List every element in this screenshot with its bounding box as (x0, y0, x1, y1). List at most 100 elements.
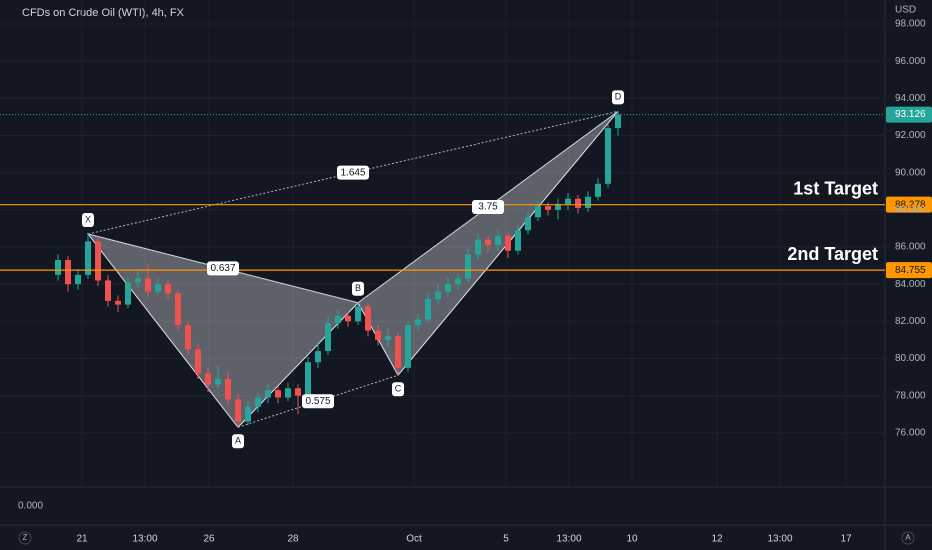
candle-body (235, 399, 241, 422)
x-tick-label: Oct (406, 534, 422, 545)
candle-body (595, 183, 601, 197)
candle-body (465, 254, 471, 279)
auto-scale-button[interactable]: A (905, 533, 911, 542)
candle-body (125, 282, 131, 305)
candle-body (425, 299, 431, 320)
candle-body (295, 388, 301, 396)
candle-body (435, 291, 441, 300)
x-tick-label: 21 (76, 534, 88, 545)
point-box (232, 434, 244, 449)
candle-body (365, 306, 371, 331)
candle-body (475, 239, 481, 255)
price-tag (886, 262, 932, 279)
x-tick-label: 13:00 (556, 534, 581, 545)
y-tick-label: 82.000 (895, 316, 926, 327)
candle-body (225, 378, 231, 400)
candle-body (85, 241, 91, 275)
point-label: B (355, 283, 361, 293)
y-tick-label: 90.000 (895, 167, 926, 178)
candle-body (145, 278, 151, 292)
point-label: D (615, 92, 622, 102)
candle-body (525, 217, 531, 231)
button-frame (901, 531, 915, 545)
ratio-line (87, 233, 359, 304)
target-name: 2nd Target (787, 244, 878, 264)
candle-body (55, 260, 61, 275)
candle-body (245, 406, 251, 422)
x-tick-label: 17 (840, 534, 852, 545)
point-box (352, 281, 364, 296)
candle-body (615, 114, 621, 129)
candle-body (505, 235, 511, 251)
y-tick-label: 94.000 (895, 93, 926, 104)
candle-body (335, 315, 341, 324)
candle-body (405, 325, 411, 368)
y-tick-label: 80.000 (895, 353, 926, 364)
point-box (392, 382, 404, 397)
candle-body (135, 278, 141, 283)
candle-body (355, 306, 361, 322)
candle-body (175, 293, 181, 326)
ratio-label: 1.645 (340, 167, 365, 178)
candle-body (375, 330, 381, 340)
candle-body (215, 378, 221, 385)
candle-body (385, 336, 391, 340)
candle-body (275, 390, 281, 398)
candle-body (395, 336, 401, 368)
candle-body (65, 260, 71, 285)
x-tick-label: 5 (503, 534, 509, 545)
overlay: 1st Target 88.278 2nd Target 84.755 93.126 1.… (0, 90, 932, 449)
candle-body (255, 397, 261, 407)
point-label: A (235, 436, 241, 446)
y-tick-label: 92.000 (895, 130, 926, 141)
x-tick-label: 28 (287, 534, 299, 545)
ratio-label: 3.75 (478, 202, 498, 213)
price-tag (886, 196, 932, 213)
candle-body (345, 315, 351, 322)
candle-body (185, 325, 191, 350)
currency: USD (895, 5, 916, 16)
chart-title: CFDs on Crude Oil (WTI), 4h, FX (22, 7, 185, 19)
candle-body (205, 373, 211, 385)
x-tick-label: 13:00 (132, 534, 157, 545)
candle-body (115, 300, 121, 305)
candle-body (585, 196, 591, 208)
candle-body (325, 323, 331, 352)
target-name: 1st Target (793, 178, 878, 198)
y-tick-label: 96.000 (895, 56, 926, 67)
y-tick-label: 78.000 (895, 390, 926, 401)
y-tick-label: 76.000 (895, 427, 926, 438)
candle-body (445, 284, 451, 292)
x-tick-label: 13:00 (767, 534, 792, 545)
candle-body (195, 349, 201, 374)
y-tick-label: 86.000 (895, 242, 926, 253)
candle-body (605, 128, 611, 184)
y-tick-label: 98.000 (895, 19, 926, 30)
price-tag-label: 84.755 (895, 265, 926, 276)
y-tick-label: 88.000 (895, 204, 926, 215)
candle-body (485, 239, 491, 246)
candle-body (545, 206, 551, 210)
x-tick-label: 10 (626, 534, 638, 545)
ratio-label: 0.575 (305, 396, 330, 407)
candle-body (95, 241, 101, 281)
candle-body (285, 388, 291, 398)
candle-body (565, 198, 571, 205)
candle-body (575, 198, 581, 208)
candle-body (265, 390, 271, 398)
ratio-box (207, 261, 239, 276)
point-box (82, 212, 94, 227)
point-label: X (85, 214, 91, 224)
candle-body (305, 362, 311, 396)
zoom-button[interactable]: Z (23, 533, 28, 542)
ratio-box (472, 200, 504, 215)
x-tick-label: 26 (203, 534, 215, 545)
candle-body (515, 230, 521, 251)
candle-body (535, 206, 541, 218)
price-tag (886, 106, 932, 123)
candle-body (455, 278, 461, 285)
grid (0, 0, 885, 487)
candle-body (105, 280, 111, 301)
point-box (612, 90, 624, 105)
